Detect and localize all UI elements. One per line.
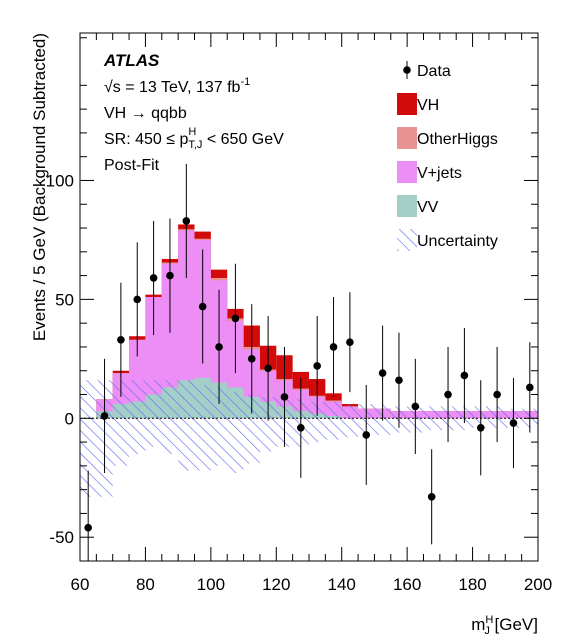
uncertainty-bin — [259, 396, 277, 452]
data-point — [411, 402, 420, 411]
y-tick-label: 100 — [46, 171, 74, 190]
x-tick-label: 180 — [458, 575, 486, 594]
x-axis-title: mH J [GeV] — [471, 614, 538, 637]
legend-swatch-v-jets — [397, 161, 417, 183]
uncertainty-bin — [325, 401, 342, 440]
data-point — [84, 523, 92, 532]
data-point — [362, 431, 371, 439]
axis-ticks: 60 80 100 120 140 160 180 200 -50 0 50 100 — [46, 33, 552, 594]
region-label: SR: 450 ≤ pH T,J < 650 GeV — [104, 126, 284, 151]
data-point — [297, 424, 305, 432]
x-tick-label: 80 — [136, 575, 155, 594]
energy-lumi-label: √s = 13 TeV, 137 fb-1 — [104, 76, 250, 96]
legend-swatch-vh — [397, 93, 417, 115]
x-axis-title-unit: [GeV] — [490, 615, 538, 634]
legend-label-otherhiggs: OtherHiggs — [417, 131, 498, 148]
data-point — [476, 424, 485, 432]
lumi-exponent: -1 — [240, 76, 250, 88]
region-prefix: SR: 450 ≤ p — [104, 131, 188, 148]
uncertainty-bin — [194, 385, 211, 471]
data-point — [444, 390, 452, 399]
data-point — [493, 390, 501, 399]
data-point — [166, 271, 174, 280]
data-point — [427, 492, 436, 501]
x-tick-label: 200 — [524, 575, 552, 594]
x-axis-title-main: m — [471, 615, 485, 634]
data-point — [231, 314, 240, 323]
bar-v-jets — [178, 230, 195, 419]
data-point — [313, 362, 321, 370]
data-point — [198, 302, 207, 311]
data-point — [182, 217, 191, 225]
uncertainty-bin — [80, 380, 97, 497]
data-point — [264, 364, 272, 373]
region-suffix: < 650 GeV — [202, 131, 284, 148]
uncertainty-bin — [243, 394, 260, 464]
y-tick-label: 50 — [55, 290, 74, 309]
y-tick-label: -50 — [49, 528, 74, 547]
data-point — [149, 274, 158, 282]
data-point — [117, 336, 125, 344]
legend-label-data: Data — [417, 63, 451, 80]
uncertainty-bin — [112, 380, 130, 466]
data-points — [84, 163, 534, 561]
legend-label-vh: VH — [417, 97, 439, 114]
uncertainty-bin — [423, 406, 440, 431]
data-point — [247, 355, 256, 363]
uncertainty-bin — [145, 380, 162, 447]
legend-swatch-vv — [397, 195, 417, 217]
data-point — [378, 369, 387, 377]
legend-label-vv: VV — [417, 199, 439, 216]
legend: Data VH OtherHiggs V+jets VV Uncertainty — [397, 61, 498, 251]
uncertainty-bin — [161, 380, 179, 454]
region-sup: H — [188, 126, 196, 138]
y-axis-title: Events / 5 GeV (Background Subtracted) — [30, 33, 49, 341]
legend-label-v-jets: V+jets — [417, 165, 462, 182]
x-axis-title-sup: H — [485, 614, 493, 626]
x-tick-label: 60 — [71, 575, 90, 594]
uncertainty-bin — [341, 404, 359, 438]
region-sub: T,J — [188, 139, 202, 151]
data-point — [280, 393, 289, 401]
data-point — [346, 338, 354, 346]
legend-swatch-otherhiggs — [397, 127, 417, 149]
data-point — [509, 419, 518, 427]
uncertainty-bin — [178, 380, 195, 471]
y-tick-label: 0 — [65, 409, 74, 428]
data-point — [100, 412, 109, 420]
process-label: VH → qqbb — [104, 105, 187, 122]
data-point — [215, 343, 223, 351]
energy-lumi-text: √s = 13 TeV, 137 fb — [104, 79, 241, 96]
data-point — [329, 343, 338, 351]
uncertainty-bin — [227, 392, 244, 473]
uncertainty-bin — [309, 401, 326, 443]
uncertainty-bin — [210, 387, 228, 466]
data-point — [133, 295, 142, 304]
x-tick-label: 140 — [328, 575, 356, 594]
x-tick-label: 120 — [262, 575, 290, 594]
data-point — [395, 376, 403, 385]
legend-data-marker — [403, 66, 411, 74]
data-point — [460, 371, 469, 380]
data-point — [526, 383, 534, 392]
fit-label: Post-Fit — [104, 157, 160, 174]
x-axis-title-sub: J — [484, 625, 490, 637]
experiment-label: ATLAS — [103, 51, 160, 70]
legend-label-uncertainty: Uncertainty — [417, 233, 498, 250]
x-tick-label: 160 — [393, 575, 421, 594]
uncertainty-bin — [129, 380, 146, 454]
bar-v-jets — [161, 263, 179, 419]
x-tick-label: 100 — [197, 575, 225, 594]
legend-uncertainty-swatch — [397, 229, 417, 251]
